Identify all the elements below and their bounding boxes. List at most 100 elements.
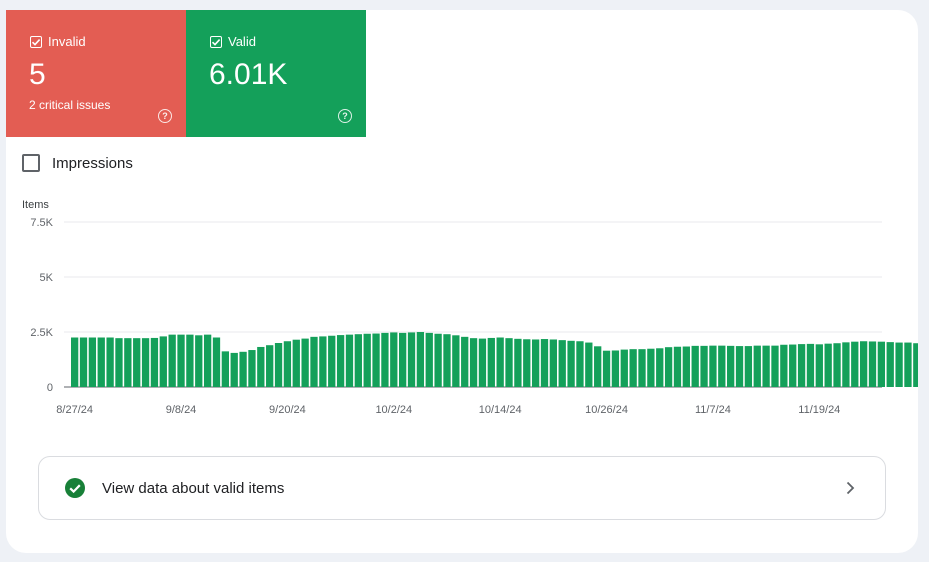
bar[interactable] (425, 332, 433, 387)
bar[interactable] (523, 339, 531, 387)
bar[interactable] (842, 342, 850, 387)
bar[interactable] (221, 351, 230, 387)
bar[interactable] (124, 338, 132, 387)
bar[interactable] (203, 334, 212, 387)
bar[interactable] (186, 334, 194, 387)
bar[interactable] (682, 346, 690, 387)
bar[interactable] (895, 342, 903, 387)
bar[interactable] (859, 341, 868, 387)
bar[interactable] (514, 338, 522, 387)
bar[interactable] (399, 332, 407, 387)
impressions-toggle[interactable]: Impressions (22, 154, 133, 172)
bar[interactable] (868, 341, 877, 387)
bar[interactable] (310, 336, 318, 387)
bar[interactable] (372, 333, 380, 387)
bar[interactable] (97, 337, 105, 388)
bar[interactable] (443, 334, 451, 387)
bar[interactable] (496, 337, 504, 388)
bar[interactable] (407, 332, 416, 387)
bar[interactable] (283, 341, 292, 387)
bar[interactable] (168, 334, 176, 387)
bar[interactable] (106, 337, 114, 388)
bar[interactable] (336, 335, 345, 387)
bar[interactable] (381, 332, 389, 387)
bar[interactable] (594, 346, 602, 387)
bar[interactable] (700, 345, 708, 387)
bar[interactable] (540, 339, 549, 387)
bar[interactable] (602, 350, 611, 387)
bar[interactable] (531, 339, 540, 387)
bar[interactable] (478, 338, 487, 387)
impressions-checkbox[interactable] (22, 154, 40, 172)
valid-tile[interactable]: Valid 6.01K ? (186, 10, 366, 137)
checkbox-checked-icon[interactable] (30, 35, 42, 48)
bar[interactable] (576, 341, 584, 387)
bar[interactable] (195, 335, 203, 387)
bar[interactable] (904, 342, 912, 387)
bar[interactable] (647, 348, 655, 387)
bar[interactable] (691, 345, 699, 387)
bar[interactable] (833, 343, 841, 387)
bar[interactable] (230, 352, 238, 387)
bar[interactable] (709, 345, 717, 387)
bar[interactable] (301, 338, 309, 387)
bar[interactable] (345, 334, 354, 387)
bar[interactable] (824, 343, 832, 387)
bar[interactable] (549, 339, 558, 387)
checkbox-checked-icon[interactable] (210, 35, 222, 48)
bar[interactable] (762, 345, 770, 387)
bar[interactable] (585, 342, 593, 387)
help-circle-icon[interactable]: ? (158, 109, 172, 123)
bar[interactable] (141, 338, 150, 387)
bar[interactable] (212, 337, 221, 388)
bar[interactable] (620, 349, 628, 387)
bar[interactable] (390, 332, 398, 387)
bar[interactable] (150, 337, 159, 387)
bar[interactable] (611, 350, 620, 387)
bar[interactable] (744, 346, 753, 387)
bar[interactable] (780, 344, 788, 387)
bar[interactable] (727, 345, 735, 387)
bar[interactable] (328, 335, 336, 387)
bar[interactable] (877, 341, 886, 387)
bar[interactable] (177, 334, 185, 387)
bar[interactable] (416, 332, 425, 387)
bar[interactable] (753, 345, 761, 387)
bar[interactable] (319, 336, 327, 387)
bar[interactable] (354, 334, 362, 387)
bar[interactable] (274, 343, 283, 387)
bar[interactable] (159, 336, 167, 387)
bar[interactable] (815, 344, 823, 387)
bar[interactable] (452, 335, 460, 387)
bar[interactable] (735, 346, 744, 387)
bar[interactable] (239, 351, 247, 387)
help-circle-icon[interactable]: ? (338, 109, 352, 123)
bar[interactable] (673, 346, 682, 387)
bar[interactable] (88, 337, 97, 388)
bar[interactable] (789, 344, 797, 387)
bar[interactable] (664, 347, 673, 387)
bar[interactable] (487, 337, 495, 387)
bar[interactable] (567, 340, 575, 387)
bar[interactable] (434, 333, 442, 387)
bar[interactable] (806, 343, 815, 387)
bar[interactable] (257, 346, 265, 387)
bar[interactable] (638, 349, 646, 387)
bar[interactable] (718, 345, 726, 387)
bar[interactable] (558, 340, 566, 387)
bar[interactable] (79, 337, 88, 388)
bar[interactable] (71, 337, 79, 388)
bar[interactable] (363, 333, 371, 387)
bar[interactable] (913, 343, 918, 387)
bar[interactable] (886, 342, 894, 387)
bar[interactable] (133, 338, 141, 387)
invalid-tile[interactable]: Invalid 5 2 critical issues ? (6, 10, 186, 137)
bar[interactable] (771, 345, 779, 387)
bar[interactable] (292, 339, 300, 387)
bar[interactable] (248, 350, 256, 387)
bar[interactable] (656, 348, 664, 387)
bar[interactable] (266, 345, 274, 387)
bar[interactable] (461, 336, 469, 387)
bar[interactable] (851, 341, 859, 387)
bar[interactable] (797, 344, 806, 387)
